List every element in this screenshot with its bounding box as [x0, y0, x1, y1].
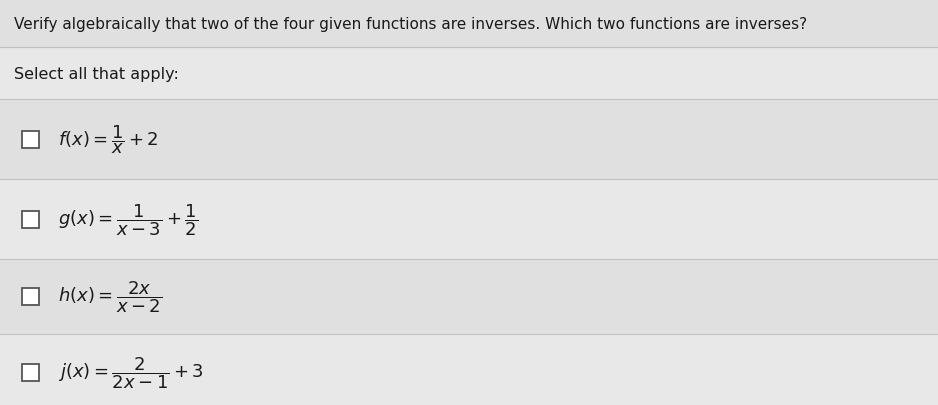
Bar [0, 179, 938, 259]
Text: $f(x) = \dfrac{1}{x} + 2$: $f(x) = \dfrac{1}{x} + 2$ [58, 124, 159, 156]
Bar [22, 131, 39, 148]
Bar [0, 0, 938, 48]
Text: $g(x) = \dfrac{1}{x-3} + \dfrac{1}{2}$: $g(x) = \dfrac{1}{x-3} + \dfrac{1}{2}$ [58, 202, 198, 237]
Text: $j(x) = \dfrac{2}{2x-1} + 3$: $j(x) = \dfrac{2}{2x-1} + 3$ [58, 354, 204, 390]
Bar [0, 100, 938, 179]
Bar [22, 364, 39, 381]
Bar [0, 48, 938, 100]
Bar [0, 334, 938, 405]
Bar [22, 211, 39, 228]
Bar [22, 288, 39, 305]
Text: Verify algebraically that two of the four given functions are inverses. Which tw: Verify algebraically that two of the fou… [14, 17, 807, 32]
Text: $h(x) = \dfrac{2x}{x-2}$: $h(x) = \dfrac{2x}{x-2}$ [58, 279, 162, 314]
Text: Select all that apply:: Select all that apply: [14, 66, 179, 81]
Bar [0, 259, 938, 334]
